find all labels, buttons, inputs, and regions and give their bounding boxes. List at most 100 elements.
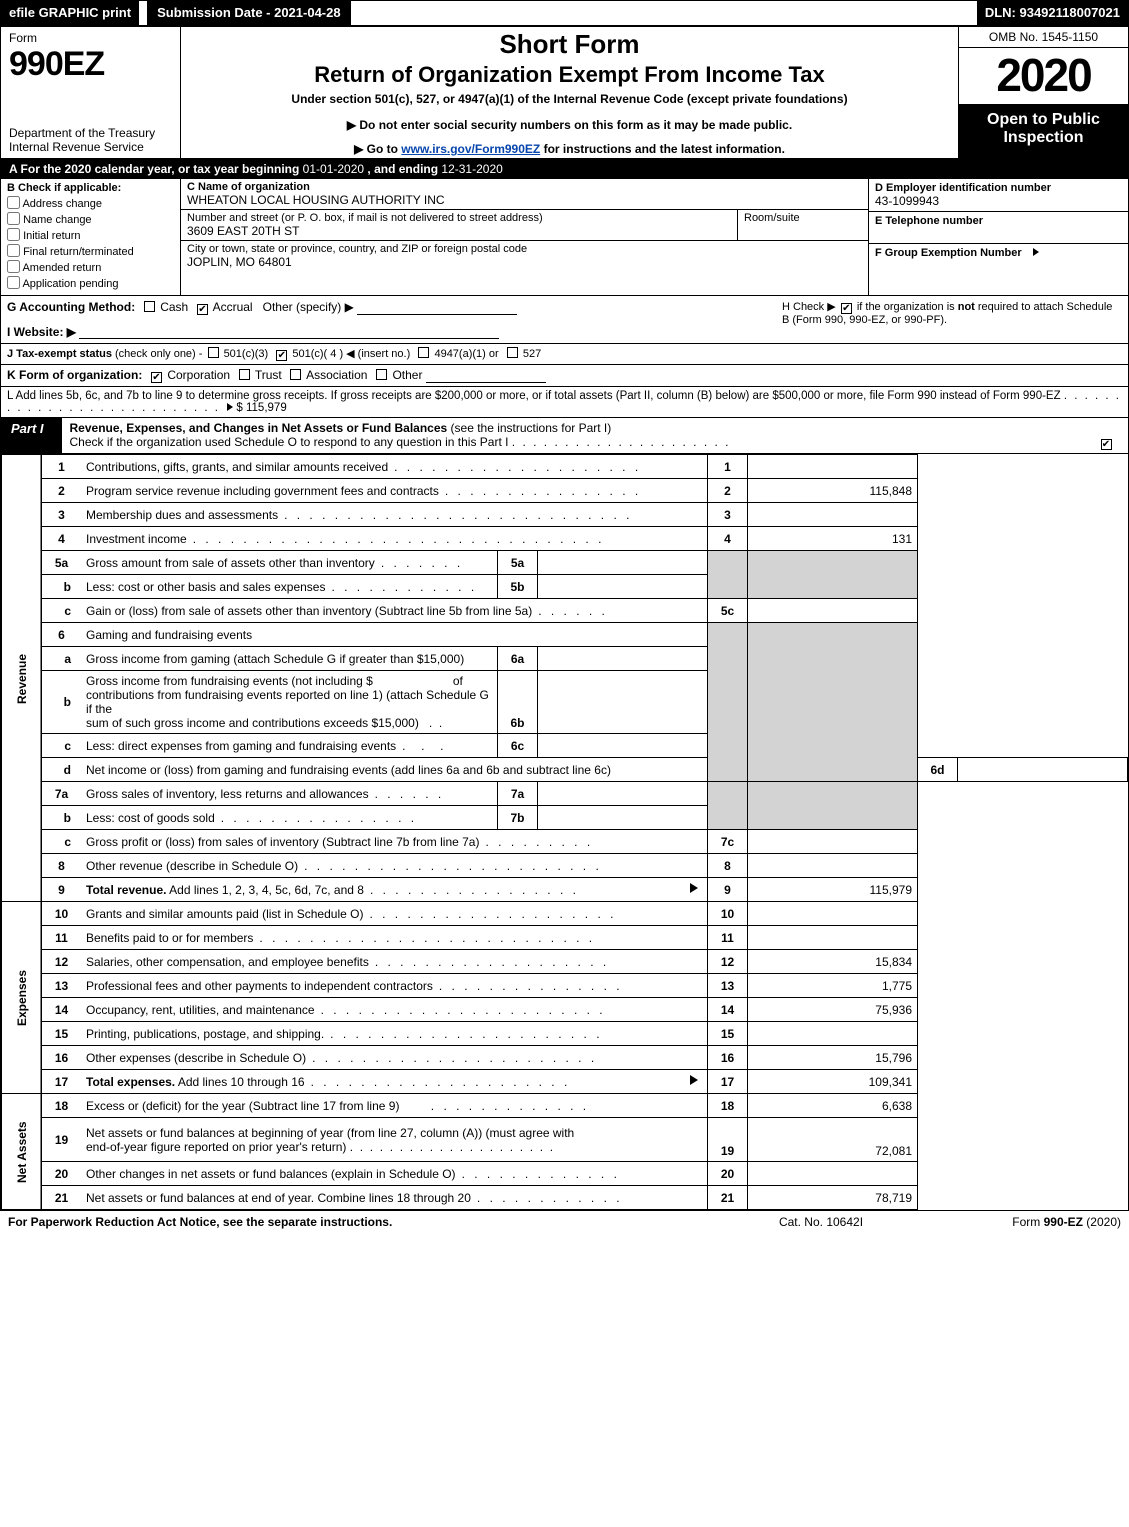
checkbox-address-change[interactable] — [7, 196, 20, 209]
checkbox-501c3[interactable] — [208, 347, 219, 358]
lbl-501c: 501(c)( 4 ) ◀ (insert no.) — [292, 348, 410, 360]
lbl-amended-return: Amended return — [22, 262, 101, 274]
line-desc: Occupancy, rent, utilities, and maintena… — [81, 998, 708, 1022]
line-desc: Gross sales of inventory, less returns a… — [81, 782, 498, 806]
grey-cell — [708, 551, 748, 599]
checkbox-amended-return[interactable] — [7, 260, 20, 273]
chk-name-change: Name change — [7, 212, 174, 226]
table-row: Revenue 1 Contributions, gifts, grants, … — [2, 455, 1128, 479]
table-row: 20 Other changes in net assets or fund b… — [2, 1162, 1128, 1186]
line-rnum: 21 — [708, 1186, 748, 1210]
mid-text: , and ending — [364, 162, 441, 176]
arrow-icon — [1033, 248, 1039, 256]
lbl-4947: 4947(a)(1) or — [434, 348, 498, 360]
line-num: 19 — [41, 1118, 81, 1162]
line-num: c — [41, 734, 81, 758]
checkbox-trust[interactable] — [239, 369, 250, 380]
line-rnum: 1 — [708, 455, 748, 479]
table-row: 5a Gross amount from sale of assets othe… — [2, 551, 1128, 575]
box-c-container: C Name of organization WHEATON LOCAL HOU… — [181, 179, 868, 295]
dots: . . . . . . . . . . . . . — [456, 1167, 702, 1181]
line-desc-text: Program service revenue including govern… — [86, 484, 439, 498]
line-num: 20 — [41, 1162, 81, 1186]
line-amt — [748, 902, 918, 926]
sidebar-netassets: Net Assets — [2, 1094, 42, 1210]
line-num: c — [41, 830, 81, 854]
checkbox-final-return[interactable] — [7, 244, 20, 257]
do-not-enter-text: ▶ Do not enter social security numbers o… — [187, 118, 952, 132]
line-amt — [748, 1022, 918, 1046]
box-def: D Employer identification number 43-1099… — [868, 179, 1128, 295]
checkbox-4947[interactable] — [418, 347, 429, 358]
subcol-value — [538, 647, 708, 671]
ein-value: 43-1099943 — [875, 194, 1122, 208]
checkbox-association[interactable] — [290, 369, 301, 380]
dln-label: DLN: 93492118007021 — [977, 1, 1128, 25]
line-desc: Net assets or fund balances at end of ye… — [81, 1186, 708, 1210]
other-method-line — [357, 314, 517, 315]
arrow-icon — [690, 1075, 698, 1085]
line-desc-text: Excess or (deficit) for the year (Subtra… — [86, 1099, 399, 1113]
checkbox-527[interactable] — [507, 347, 518, 358]
checkbox-name-change[interactable] — [7, 212, 20, 225]
checkbox-corporation[interactable] — [151, 372, 162, 383]
table-row: 16 Other expenses (describe in Schedule … — [2, 1046, 1128, 1070]
sidebar-revenue: Revenue — [2, 455, 42, 902]
line-num: 4 — [41, 527, 81, 551]
footer-right: Form 990-EZ (2020) — [921, 1215, 1121, 1229]
table-row: 17 Total expenses. Add lines 10 through … — [2, 1070, 1128, 1094]
line-amt: 115,979 — [748, 878, 918, 902]
end-date: 12-31-2020 — [441, 162, 502, 176]
line-rnum: 12 — [708, 950, 748, 974]
line-desc: Gaming and fundraising events — [81, 623, 708, 647]
line-num: b — [41, 671, 81, 734]
lbl-final-return: Final return/terminated — [23, 246, 134, 258]
line-rnum: 15 — [708, 1022, 748, 1046]
subcol-label: 7b — [498, 806, 538, 830]
dots: . . . . . . . . . . . . . . . . . . . . … — [306, 1051, 702, 1065]
line-desc-text: Other revenue (describe in Schedule O) — [86, 859, 298, 873]
line-desc-text: Contributions, gifts, grants, and simila… — [86, 460, 388, 474]
subcol-label: 6c — [498, 734, 538, 758]
goto-text: ▶ Go to www.irs.gov/Form990EZ for instru… — [187, 142, 952, 156]
checkbox-part1-scho[interactable] — [1101, 439, 1112, 450]
table-row: Expenses 10 Grants and similar amounts p… — [2, 902, 1128, 926]
line-num: 9 — [41, 878, 81, 902]
line-rnum: 6d — [918, 758, 958, 782]
part-1-header: Part I Revenue, Expenses, and Changes in… — [1, 418, 1128, 454]
line-desc: Less: direct expenses from gaming and fu… — [81, 734, 498, 758]
line-num: d — [41, 758, 81, 782]
dots: . . . . . . . . . . . . . . . . — [215, 811, 492, 825]
checkbox-other-org[interactable] — [376, 369, 387, 380]
checkbox-accrual[interactable] — [197, 304, 208, 315]
website-line — [79, 338, 499, 339]
grey-cell — [708, 782, 748, 830]
header-right: OMB No. 1545-1150 2020 Open to Public In… — [958, 27, 1128, 158]
header-center: Short Form Return of Organization Exempt… — [181, 27, 958, 158]
irs-link[interactable]: www.irs.gov/Form990EZ — [401, 142, 540, 156]
line-desc-text: Less: direct expenses from gaming and fu… — [86, 739, 396, 753]
line-rnum: 9 — [708, 878, 748, 902]
checkbox-501c[interactable] — [276, 350, 287, 361]
lines-table: Revenue 1 Contributions, gifts, grants, … — [1, 454, 1128, 1210]
line-num: 5a — [41, 551, 81, 575]
line-rnum: 11 — [708, 926, 748, 950]
table-row: 15 Printing, publications, postage, and … — [2, 1022, 1128, 1046]
line-num: 3 — [41, 503, 81, 527]
footer-form-num: 990-EZ — [1044, 1215, 1083, 1229]
line-rnum: 5c — [708, 599, 748, 623]
line-desc: Gain or (loss) from sale of assets other… — [81, 599, 708, 623]
line-rnum: 2 — [708, 479, 748, 503]
h-not: not — [958, 301, 975, 313]
table-row: Net Assets 18 Excess or (deficit) for th… — [2, 1094, 1128, 1118]
checkbox-application-pending[interactable] — [7, 276, 20, 289]
checkbox-h[interactable] — [841, 303, 852, 314]
efile-label: efile GRAPHIC print — [1, 1, 139, 25]
checkbox-initial-return[interactable] — [7, 228, 20, 241]
part-1-check-line: Check if the organization used Schedule … — [70, 435, 509, 449]
checkbox-cash[interactable] — [144, 301, 155, 312]
table-row: 14 Occupancy, rent, utilities, and maint… — [2, 998, 1128, 1022]
department-label: Department of the Treasury Internal Reve… — [9, 126, 172, 154]
lbl-association: Association — [306, 368, 367, 382]
line-desc-text: Membership dues and assessments — [86, 508, 278, 522]
